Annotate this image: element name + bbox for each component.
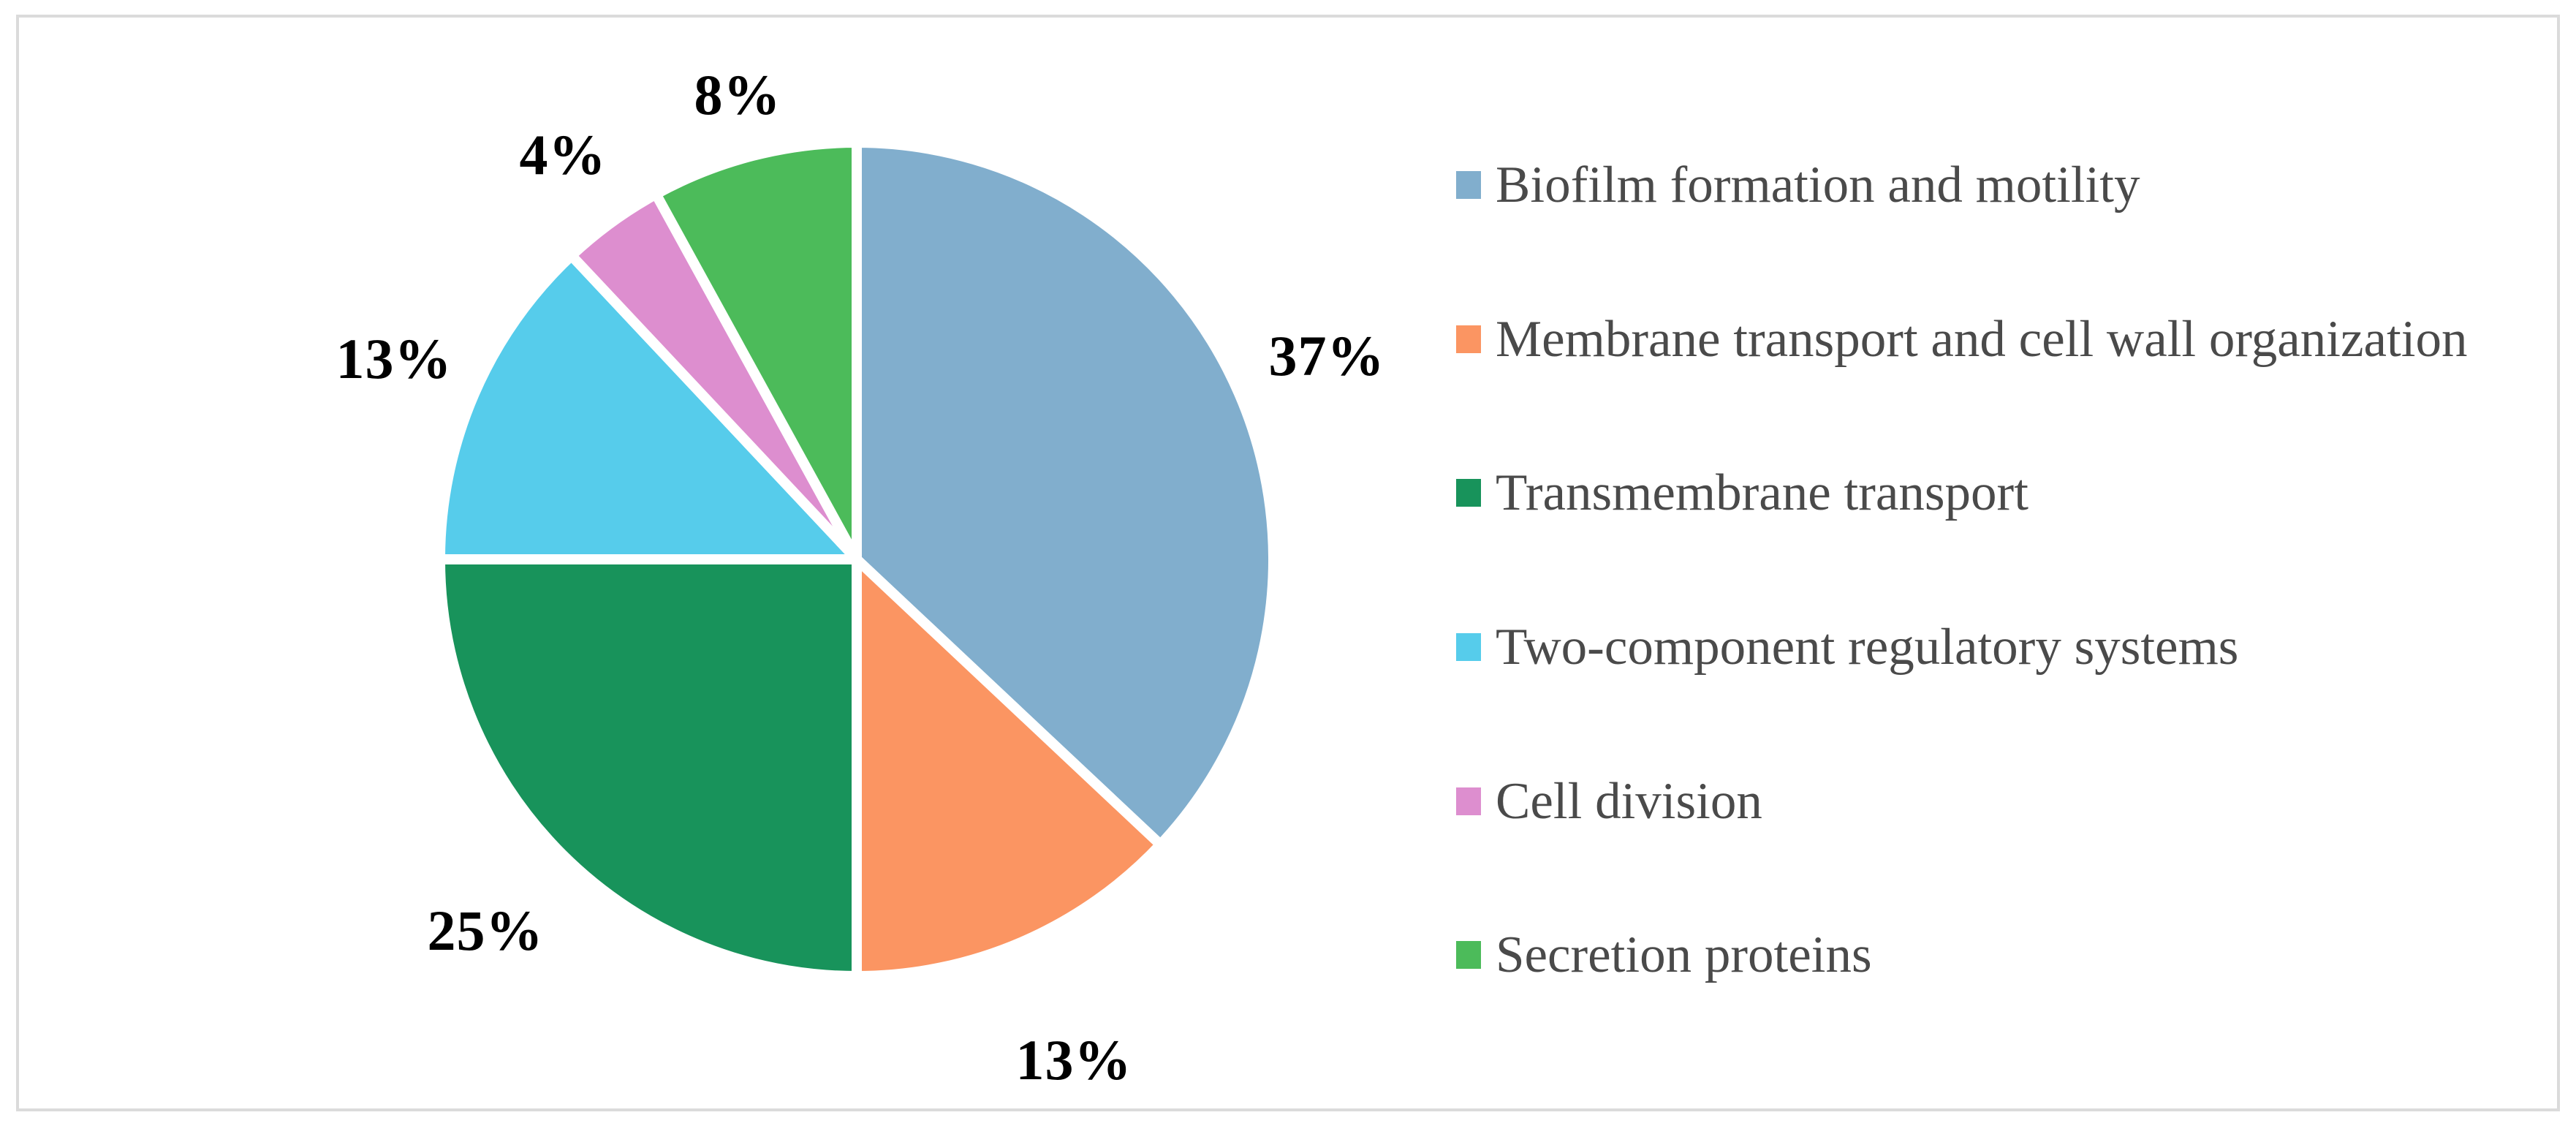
legend-swatch-secretion	[1456, 941, 1481, 969]
legend-swatch-transmembrane	[1456, 479, 1481, 507]
legend-label-secretion: Secretion proteins	[1496, 926, 1872, 983]
legend-label-biofilm: Biofilm formation and motility	[1496, 156, 2140, 214]
legend-label-transmembrane: Transmembrane transport	[1496, 464, 2028, 521]
legend-item-biofilm: Biofilm formation and motility	[1456, 154, 2140, 216]
pie-slice-6	[648, 137, 862, 562]
pie-slice-1	[852, 137, 1278, 853]
percent-label-transmembrane: 25%	[427, 899, 544, 962]
legend-label-membrane-transport: Membrane transport and cell wall organiz…	[1496, 311, 2468, 368]
legend-item-secretion: Secretion proteins	[1456, 924, 1872, 986]
percent-label-cell-division: 4%	[519, 123, 607, 186]
pie-slice-4	[434, 248, 869, 564]
pie-slice-3	[434, 554, 862, 982]
legend-item-cell-division: Cell division	[1456, 771, 1762, 832]
legend-swatch-two-component	[1456, 633, 1481, 661]
legend-label-two-component: Two-component regulatory systems	[1496, 619, 2239, 676]
pie-slice-2	[852, 547, 1168, 982]
legend-swatch-membrane-transport	[1456, 325, 1481, 353]
legend-swatch-cell-division	[1456, 787, 1481, 815]
legend-item-membrane-transport: Membrane transport and cell wall organiz…	[1456, 309, 2467, 370]
percent-label-membrane-transport: 13%	[1015, 1028, 1132, 1092]
legend-label-cell-division: Cell division	[1496, 773, 1762, 830]
percent-label-secretion: 8%	[694, 63, 781, 126]
legend-item-transmembrane: Transmembrane transport	[1456, 462, 2028, 524]
percent-label-biofilm: 37%	[1268, 324, 1385, 388]
legend-swatch-biofilm	[1456, 171, 1481, 199]
percent-label-two-component: 13%	[336, 327, 452, 390]
legend-item-two-component: Two-component regulatory systems	[1456, 616, 2238, 678]
